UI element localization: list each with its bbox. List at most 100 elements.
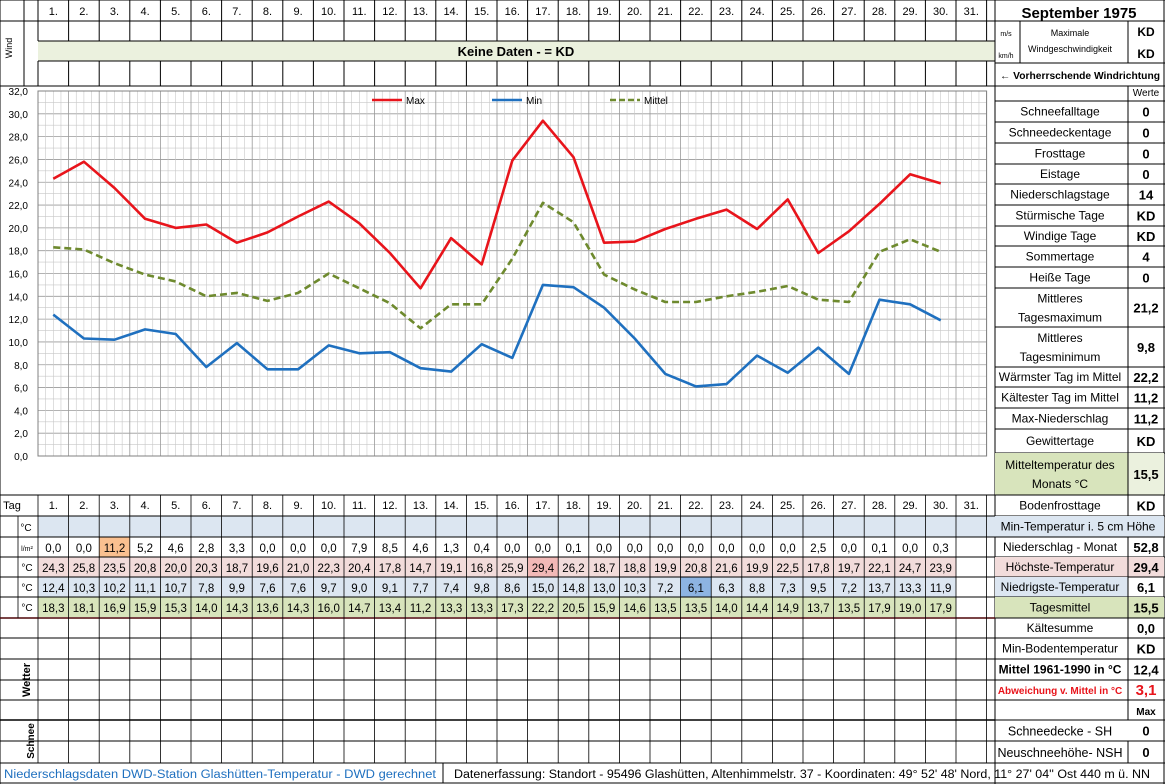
mittel-value: 11,2: [410, 603, 432, 615]
stat-label: Niedrigste-Temperatur: [1001, 580, 1120, 594]
niederschlag-value: 0,0: [902, 543, 918, 555]
day-footer: 4.: [141, 500, 150, 512]
stat-label: Abweichung v. Mittel in °C: [998, 686, 1122, 697]
stat-highlight: [1128, 453, 1164, 495]
mittel-value: 15,3: [165, 603, 187, 615]
y-tick-label: 14,0: [9, 292, 29, 303]
max-value: 22,1: [868, 563, 890, 575]
y-tick-label: 18,0: [9, 247, 29, 258]
niederschlag-value: 5,2: [137, 543, 153, 555]
stat-value: 0: [1142, 724, 1149, 739]
day-footer: 27.: [841, 500, 856, 512]
day-footer: 26.: [811, 500, 826, 512]
stat-value: 15,5: [1133, 467, 1158, 482]
day-header: 27.: [841, 6, 856, 18]
wind-direction-label: ← Vorherrschende Windrichtung: [1000, 71, 1160, 82]
month-title: September 1975: [1021, 5, 1136, 22]
series-line-max: [52, 119, 942, 290]
y-tick-label: 12,0: [9, 315, 29, 326]
stat-value: 22,2: [1133, 370, 1158, 385]
highlight-cell: [527, 557, 559, 577]
max-value: 16,8: [471, 563, 493, 575]
max-value: 20,0: [165, 563, 187, 575]
day-header: 3.: [110, 6, 119, 18]
niederschlag-value: 0,0: [535, 543, 551, 555]
niederschlag-value: 0,0: [841, 543, 857, 555]
day-footer: 14.: [443, 500, 458, 512]
min-value: 10,2: [103, 583, 125, 595]
day-footer: 30.: [933, 500, 948, 512]
day-header: 31.: [964, 6, 979, 18]
stat-label: Höchste-Temperatur: [1006, 560, 1115, 574]
stat-value: KD: [1137, 642, 1156, 657]
y-tick-label: 16,0: [9, 270, 29, 281]
day-footer: 11.: [352, 500, 366, 512]
legend-label: Max: [406, 96, 425, 107]
min-value: 8,8: [749, 583, 765, 595]
max-value: 18,7: [226, 563, 248, 575]
werte-label: Werte: [1133, 88, 1160, 99]
y-tick-label: 28,0: [9, 133, 29, 144]
stat-label: Min-Bodentemperatur: [1002, 642, 1118, 656]
niederschlag-value: 0,0: [749, 543, 765, 555]
min-value: 6,1: [688, 583, 704, 595]
niederschlag-value: 0,0: [719, 543, 735, 555]
stat-label: Mittleres: [1037, 331, 1082, 345]
day-footer: 17.: [535, 500, 550, 512]
stat-value: 4: [1142, 250, 1150, 265]
day-footer: 24.: [749, 500, 764, 512]
y-tick-label: 4,0: [14, 406, 28, 417]
day-footer: 9.: [294, 500, 303, 512]
day-header: 10.: [321, 6, 336, 18]
mittel-value: 13,5: [654, 603, 676, 615]
min-value: 10,7: [165, 583, 187, 595]
day-header: 24.: [749, 6, 764, 18]
stat-value: 11,2: [1134, 391, 1159, 406]
y-tick-label: 30,0: [9, 110, 29, 121]
stat-value: 52,8: [1133, 540, 1158, 555]
min-value: 10,3: [624, 583, 646, 595]
stat-highlight: [995, 453, 1128, 495]
stat-value: KD: [1137, 209, 1156, 224]
max-value: 20,4: [348, 563, 371, 575]
mittel-value: 16,9: [103, 603, 125, 615]
stat-value: 15,5: [1133, 601, 1158, 616]
max-value: 23,9: [930, 563, 952, 575]
stat-value: 0,0: [1137, 621, 1155, 636]
max-value: 26,2: [562, 563, 584, 575]
stat-label: Tagesminimum: [1020, 350, 1101, 364]
max-value: 24,3: [42, 563, 64, 575]
day-footer: 28.: [872, 500, 887, 512]
stat-label: Frosttage: [1035, 147, 1086, 161]
niederschlag-value: 11,2: [104, 543, 126, 555]
max-value: 21,6: [715, 563, 737, 575]
niederschlag-value: 0,0: [780, 543, 796, 555]
min-value: 13,3: [899, 583, 921, 595]
max-value: 19,1: [440, 563, 462, 575]
min-value: 6,3: [719, 583, 735, 595]
max-value: 14,7: [409, 563, 431, 575]
day-footer: 22.: [688, 500, 703, 512]
stat-label: Tagesmaximum: [1018, 311, 1102, 325]
day-header: 2.: [79, 6, 88, 18]
stat-value: 0: [1142, 745, 1149, 760]
mittel-value: 13,3: [471, 603, 493, 615]
mittel-value: 16,0: [318, 603, 340, 615]
min-value: 13,0: [593, 583, 615, 595]
unit-ms: m/s: [1000, 31, 1012, 38]
niederschlag-value: 0,0: [627, 543, 643, 555]
wetter-label: Wetter: [21, 662, 33, 697]
day-footer: 19.: [596, 500, 611, 512]
niederschlag-value: 0,0: [596, 543, 612, 555]
stat-value: 0: [1142, 126, 1149, 141]
mittel-value: 13,5: [838, 603, 860, 615]
stat-label: Wärmster Tag im Mittel: [999, 370, 1121, 384]
stat-value: 14: [1139, 188, 1154, 203]
stat-value: 6,1: [1137, 580, 1155, 595]
day-footer: 13.: [413, 500, 428, 512]
min-value: 7,6: [290, 583, 306, 595]
day-header: 4.: [141, 6, 150, 18]
day-header: 28.: [872, 6, 887, 18]
day-header: 20.: [627, 6, 642, 18]
